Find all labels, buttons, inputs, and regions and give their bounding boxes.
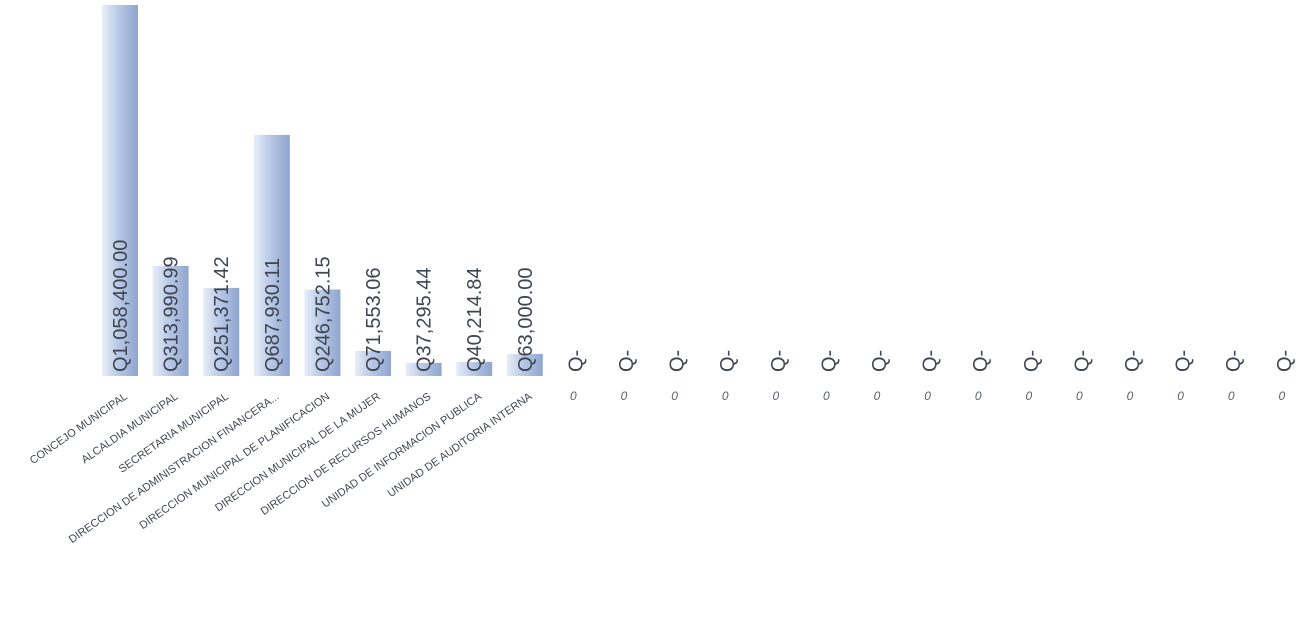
bar-value-label: Q251,371.42: [211, 256, 233, 372]
bar: [355, 350, 391, 376]
bar-value-label: Q-: [869, 350, 891, 372]
bar-value-label: Q-: [970, 350, 992, 372]
bar-value-label: Q-: [667, 350, 689, 372]
bar-value-label: Q40,214.84: [464, 267, 486, 372]
category-label: 0: [874, 389, 881, 403]
bar-value-label: Q63,000.00: [515, 267, 537, 372]
bar-value-label: Q246,752.15: [312, 256, 334, 372]
bar: [253, 134, 290, 376]
bar-value-label: Q-: [1021, 350, 1043, 372]
category-label: 0: [1025, 389, 1032, 403]
category-label: 0: [924, 389, 931, 403]
bar-value-label: Q-: [1122, 350, 1144, 372]
bar: [456, 361, 493, 376]
category-label: 0: [1177, 389, 1184, 403]
bar-value-label: Q-: [1223, 350, 1245, 372]
category-label: 0: [722, 389, 729, 403]
bar-value-label: Q-: [920, 350, 942, 372]
category-label: 0: [671, 389, 678, 403]
bar-value-label: Q313,990.99: [161, 256, 183, 372]
category-label: 0: [1076, 389, 1083, 403]
category-label: 0: [1228, 389, 1235, 403]
category-label: CONCEJO MUNICIPAL: [28, 391, 130, 467]
category-label: 0: [1127, 389, 1134, 403]
category-label: 0: [1278, 389, 1285, 403]
category-label: 0: [621, 389, 628, 403]
bar: [203, 287, 240, 376]
bar: [152, 265, 189, 376]
bar-value-label: Q1,058,400.00: [110, 240, 132, 372]
bar-value-label: Q-: [717, 350, 739, 372]
category-label: 0: [975, 389, 982, 403]
category-label: 0: [570, 389, 577, 403]
bar-value-label: Q71,553.06: [363, 267, 385, 372]
category-label: ALCALDIA MUNICIPAL: [79, 391, 180, 467]
bar-value-label: Q687,930.11: [262, 258, 284, 372]
bar-value-label: Q-: [768, 350, 790, 372]
bar-value-label: Q37,295.44: [414, 267, 436, 372]
bars-layer: [102, 5, 543, 376]
bar-value-label: Q-: [1071, 350, 1093, 372]
category-label: 0: [823, 389, 830, 403]
bar-value-label: Q-: [1274, 350, 1296, 372]
bar-value-label: Q-: [565, 350, 587, 372]
bar-value-label: Q-: [818, 350, 840, 372]
category-label: 0: [772, 389, 779, 403]
bar: [304, 289, 341, 376]
category-label: DIRECCION MUNICIPAL DE PLANIFICACION: [137, 391, 332, 532]
bar-value-label: Q-: [616, 350, 638, 372]
bar: [405, 362, 442, 376]
bar: [506, 353, 543, 376]
bar: [102, 5, 138, 376]
value-labels-layer: Q1,058,400.00 Q313,990.99 Q251,371.42 Q687,…: [110, 240, 1296, 372]
bar-value-label: Q-: [1173, 350, 1195, 372]
